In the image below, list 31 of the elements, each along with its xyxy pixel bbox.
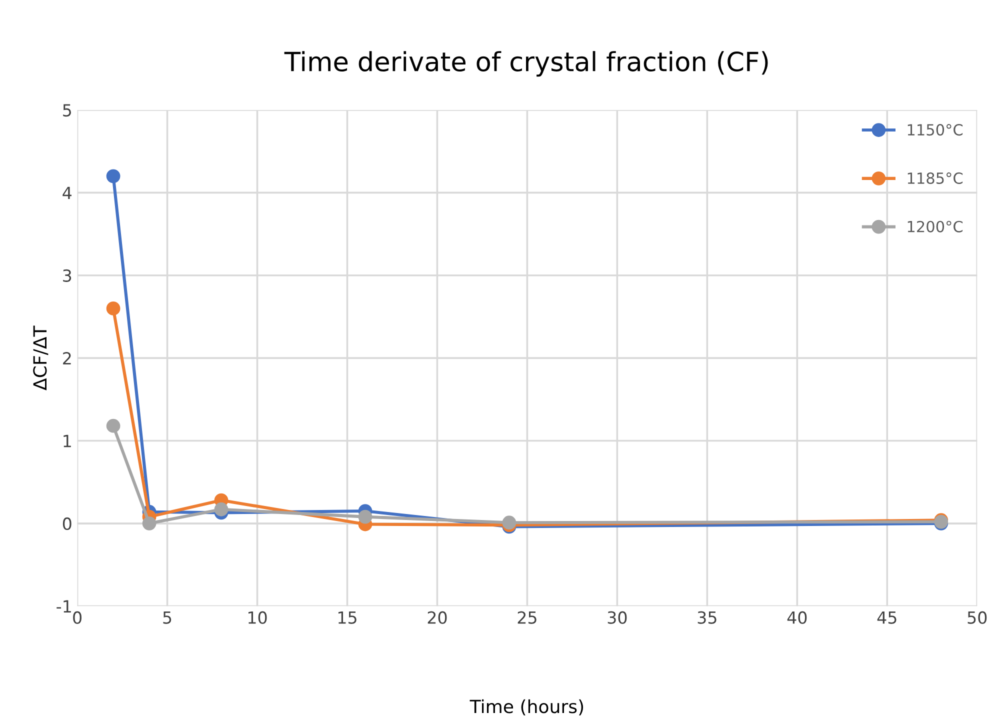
x-tick-label: 5	[163, 611, 172, 624]
y-tick-label: 1	[64, 434, 71, 448]
y-axis-title: ΔCF/ΔT	[33, 326, 48, 390]
x-tick-label: 50	[968, 611, 987, 624]
x-tick-label: 40	[787, 611, 807, 624]
point	[106, 418, 120, 433]
x-tick-label: 20	[428, 611, 447, 624]
x-tick-label: 25	[518, 611, 536, 624]
x-tick-label: 30	[608, 611, 627, 624]
x-tick-label: 10	[248, 611, 267, 624]
y-tick-label: 2	[63, 352, 71, 364]
y-tick-label: 3	[63, 269, 72, 282]
point	[142, 516, 156, 530]
point	[502, 516, 516, 530]
x-tick-label: 45	[877, 611, 896, 624]
y-tick-label: 5	[63, 104, 71, 117]
legend-label: 1200°C	[908, 220, 963, 232]
point	[358, 510, 372, 524]
legend-label: 1185°C	[908, 172, 963, 184]
x-tick-label: 35	[698, 611, 716, 624]
x-axis-title: Time (hours)	[470, 699, 584, 716]
legend-label: 1150°C	[908, 124, 963, 136]
x-tick-label: 15	[338, 611, 356, 624]
point	[214, 502, 228, 516]
chart-title: Time derivate of crystal fraction (CF)	[284, 51, 768, 77]
point	[106, 302, 120, 316]
y-tick-label: 0	[62, 517, 72, 530]
point	[106, 169, 120, 184]
x-tick-label: 0	[73, 611, 82, 624]
y-tick-label: 4	[62, 186, 72, 200]
y-tick-label: -1	[56, 600, 71, 612]
